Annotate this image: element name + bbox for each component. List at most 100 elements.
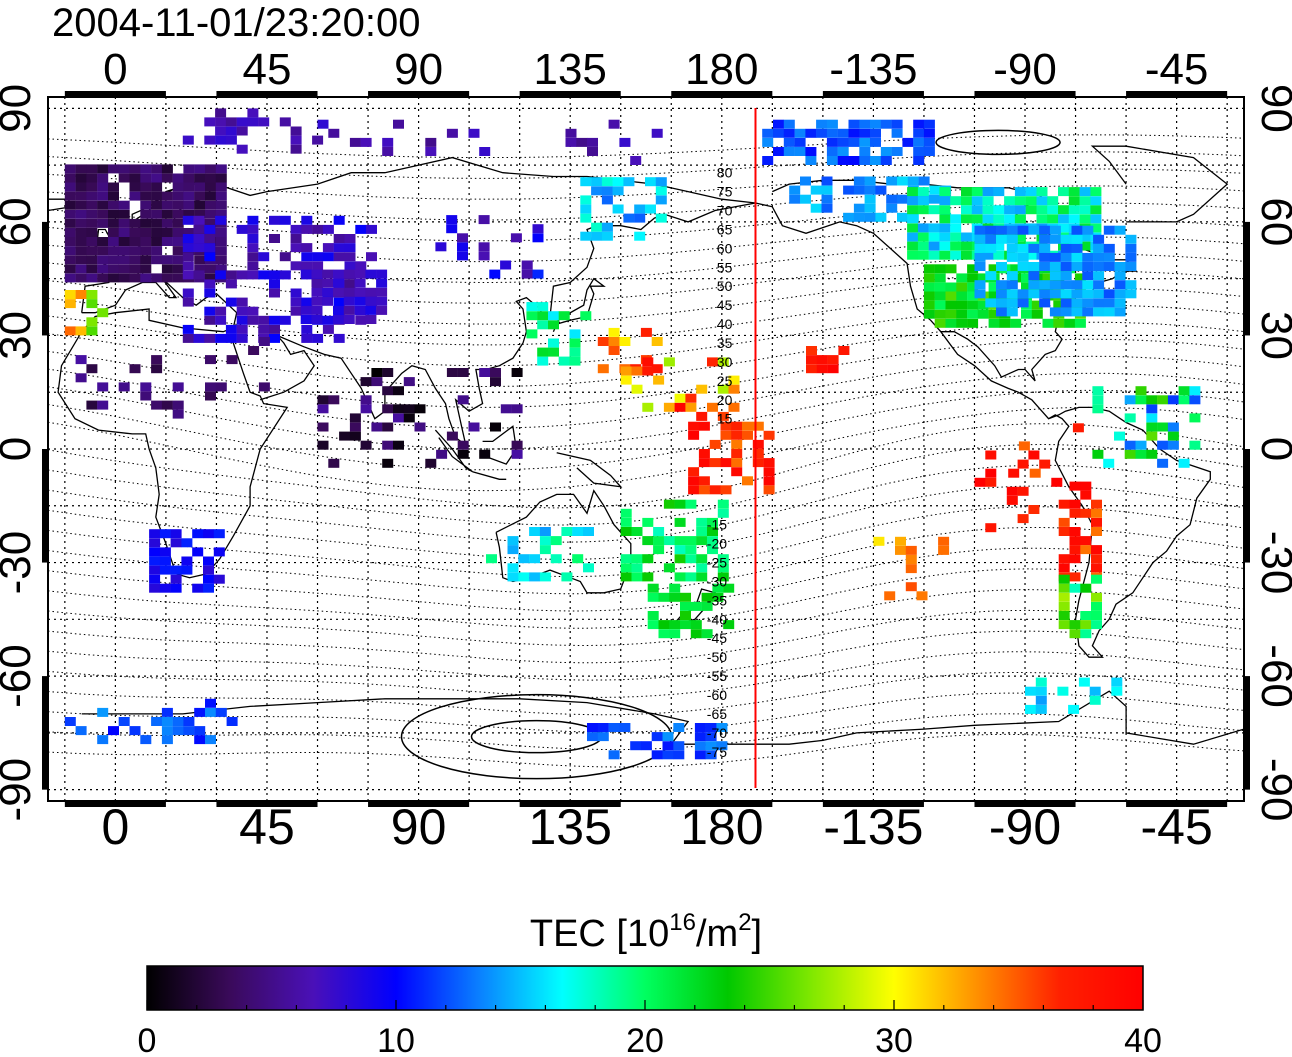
tec-cell: [312, 135, 324, 145]
tec-cell: [662, 741, 674, 751]
tec-cell: [645, 204, 656, 214]
tec-cell: [1069, 572, 1081, 582]
tec-cell: [763, 430, 775, 440]
right-lat-label: 0: [1252, 437, 1292, 461]
tec-cell: [301, 261, 313, 271]
tec-cell: [945, 318, 957, 328]
tec-cell: [75, 273, 87, 283]
tec-cell: [64, 264, 76, 274]
tec-cell: [1080, 545, 1092, 555]
tec-cell: [1047, 205, 1059, 215]
tec-cell: [716, 741, 728, 751]
tec-cell: [86, 191, 98, 201]
coastline: [472, 471, 507, 480]
tec-cell: [1021, 309, 1032, 319]
tec-cell: [1124, 413, 1136, 423]
tec-cell: [247, 224, 259, 234]
tec-cell: [674, 554, 686, 564]
tec-cell: [290, 144, 302, 154]
tec-cell: [707, 357, 718, 367]
tec-cell: [608, 750, 620, 760]
tec-cell: [194, 726, 206, 736]
tec-cell: [1080, 508, 1092, 518]
tec-cell: [939, 187, 951, 197]
tec-cell: [322, 269, 334, 279]
tec-cell: [170, 565, 182, 575]
tec-cell: [800, 176, 811, 186]
tec-cell: [118, 200, 130, 210]
tec-cell: [511, 449, 523, 459]
coastline: [1090, 145, 1229, 223]
tec-cell: [655, 186, 667, 196]
tec-cell: [1017, 514, 1029, 524]
tec-cell: [794, 147, 806, 156]
tec-cell: [717, 499, 729, 509]
tec-cell: [762, 128, 774, 138]
tec-cell: [794, 137, 806, 147]
tec-cell: [269, 288, 280, 298]
tec-cell: [194, 255, 206, 265]
tec-cell: [1039, 280, 1051, 290]
tec-cell: [172, 237, 184, 246]
tec-cell: [149, 538, 161, 548]
tec-cell: [1060, 307, 1072, 317]
tec-cell: [642, 517, 654, 527]
tec-cell: [170, 529, 182, 539]
tec-cell: [945, 300, 957, 310]
tec-cell: [1006, 234, 1018, 244]
tec-cell: [928, 223, 940, 233]
tec-cell: [1091, 601, 1102, 611]
tec-cell: [194, 173, 206, 183]
tec-cell: [1058, 187, 1069, 197]
tec-cell: [366, 252, 377, 262]
tec-cell: [816, 128, 828, 138]
tec-cell: [1039, 289, 1051, 299]
tec-cell: [583, 563, 594, 573]
tec-cell: [151, 200, 163, 210]
tec-cell: [425, 458, 437, 468]
tec-cell: [539, 572, 551, 582]
tec-cell: [985, 225, 997, 235]
tec-cell: [961, 205, 972, 215]
tec-cell: [161, 735, 173, 745]
tec-cell: [870, 128, 881, 138]
tec-cell: [1006, 280, 1018, 290]
tec-cell: [1093, 307, 1105, 317]
tec-cell: [322, 278, 334, 288]
tec-cell: [907, 205, 919, 215]
tec-cell: [1053, 300, 1065, 310]
tec-cell: [322, 296, 334, 306]
tec-cell: [905, 545, 917, 555]
tec-cell: [886, 194, 898, 204]
tec-cell: [1089, 686, 1101, 696]
tec-cell: [934, 282, 946, 292]
tec-cell: [1071, 307, 1083, 317]
tec-cell: [886, 176, 898, 186]
tec-cell: [974, 280, 986, 290]
tec-cell: [701, 592, 713, 602]
tec-cell: [500, 404, 512, 414]
tec-cell: [680, 611, 691, 620]
tec-cell: [634, 213, 646, 223]
tec-cell: [945, 264, 957, 274]
tec-cell: [709, 439, 721, 449]
tec-cell: [1058, 563, 1070, 573]
tec-cell: [365, 305, 377, 315]
tec-cell: [1025, 187, 1037, 197]
top-lon-label: 45: [243, 45, 292, 94]
coastline: [755, 202, 1211, 658]
tec-cell: [97, 173, 109, 183]
tec-cell: [698, 458, 710, 468]
tec-cell: [696, 563, 708, 573]
tec-cell: [572, 554, 584, 564]
tec-cell: [642, 554, 654, 564]
tec-cell: [108, 209, 119, 219]
tec-cell: [1025, 686, 1036, 696]
tec-cell: [913, 156, 925, 165]
tec-cell: [354, 296, 366, 306]
tec-cell: [457, 233, 468, 243]
tec-cell: [974, 289, 986, 299]
tec-cell: [993, 214, 1005, 224]
top-lon-label: 0: [103, 45, 127, 94]
tec-cell: [1017, 459, 1029, 469]
